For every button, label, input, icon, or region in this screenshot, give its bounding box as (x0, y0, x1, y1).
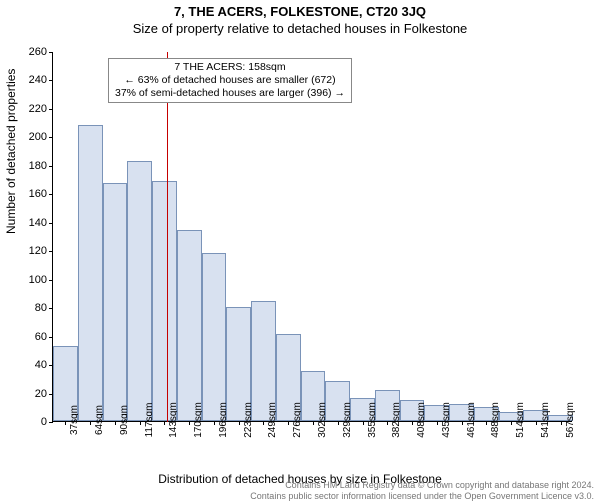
ytick-label: 80 (15, 302, 47, 314)
histogram-bar (152, 181, 177, 422)
ytick-label: 220 (15, 103, 47, 115)
ytick-mark (49, 280, 53, 281)
ytick-mark (49, 308, 53, 309)
xtick-mark (288, 421, 289, 425)
xtick-mark (486, 421, 487, 425)
ytick-mark (49, 337, 53, 338)
xtick-mark (65, 421, 66, 425)
ytick-mark (49, 251, 53, 252)
xtick-mark (313, 421, 314, 425)
ytick-mark (49, 80, 53, 81)
chart-area: 02040608010012014016018020022024026037sq… (52, 52, 572, 422)
reference-line (167, 52, 168, 422)
xtick-mark (412, 421, 413, 425)
histogram-bar (202, 253, 227, 421)
y-axis-label: Number of detached properties (4, 69, 18, 234)
histogram-bar (78, 125, 103, 421)
xtick-mark (263, 421, 264, 425)
ytick-mark (49, 194, 53, 195)
ytick-mark (49, 52, 53, 53)
xtick-mark (214, 421, 215, 425)
ytick-label: 160 (15, 188, 47, 200)
xtick-mark (536, 421, 537, 425)
xtick-mark (462, 421, 463, 425)
histogram-bar (127, 161, 152, 421)
ytick-label: 120 (15, 245, 47, 257)
ytick-label: 60 (15, 331, 47, 343)
xtick-mark (239, 421, 240, 425)
ytick-mark (49, 109, 53, 110)
ytick-label: 260 (15, 46, 47, 58)
ytick-label: 20 (15, 388, 47, 400)
ytick-mark (49, 223, 53, 224)
xtick-mark (338, 421, 339, 425)
xtick-mark (511, 421, 512, 425)
ytick-label: 180 (15, 160, 47, 172)
xtick-mark (164, 421, 165, 425)
ytick-mark (49, 137, 53, 138)
footer: Contains HM Land Registry data © Crown c… (250, 480, 594, 502)
page-subtitle: Size of property relative to detached ho… (0, 21, 600, 36)
xtick-mark (115, 421, 116, 425)
annot-line-3: 37% of semi-detached houses are larger (… (115, 87, 345, 100)
xtick-label: 567sqm (565, 402, 576, 438)
ytick-mark (49, 166, 53, 167)
ytick-mark (49, 422, 53, 423)
plot-region: 02040608010012014016018020022024026037sq… (52, 52, 572, 422)
footer-line-2: Contains public sector information licen… (250, 491, 594, 502)
footer-line-1: Contains HM Land Registry data © Crown c… (250, 480, 594, 491)
xtick-mark (189, 421, 190, 425)
ytick-label: 100 (15, 274, 47, 286)
ytick-label: 40 (15, 359, 47, 371)
annot-line-1: 7 THE ACERS: 158sqm (115, 61, 345, 74)
annot-line-2: ← 63% of detached houses are smaller (67… (115, 74, 345, 87)
xtick-mark (140, 421, 141, 425)
xtick-mark (387, 421, 388, 425)
page-title: 7, THE ACERS, FOLKESTONE, CT20 3JQ (0, 4, 600, 19)
xtick-mark (90, 421, 91, 425)
ytick-label: 0 (15, 416, 47, 428)
histogram-bar (103, 183, 128, 421)
ytick-label: 200 (15, 131, 47, 143)
ytick-label: 140 (15, 217, 47, 229)
xtick-mark (363, 421, 364, 425)
xtick-mark (561, 421, 562, 425)
xtick-mark (437, 421, 438, 425)
annotation-box: 7 THE ACERS: 158sqm ← 63% of detached ho… (108, 58, 352, 103)
histogram-bar (177, 230, 202, 421)
ytick-label: 240 (15, 74, 47, 86)
